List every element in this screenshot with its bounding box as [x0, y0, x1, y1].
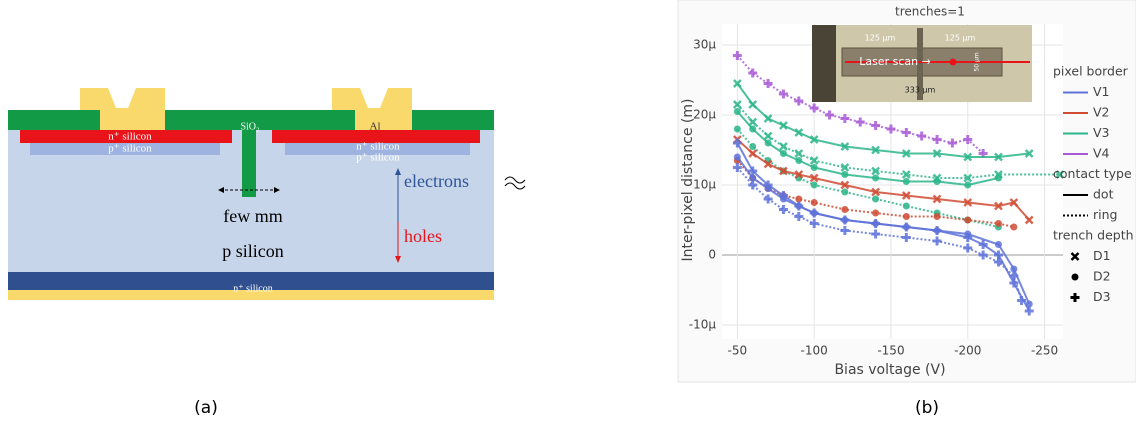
inset-label: 333 µm — [905, 86, 936, 95]
figure: SiO₂ Al n⁺ silicon p⁺ silicon n⁺ silicon… — [0, 0, 1136, 423]
point — [934, 178, 941, 185]
point — [872, 196, 879, 203]
label: n⁺ silicon — [233, 283, 272, 294]
page: SiO₂ Al n⁺ silicon p⁺ silicon n⁺ silicon… — [0, 0, 1136, 423]
legend-label: D2 — [1093, 269, 1111, 284]
y-tick-label: -10µ — [689, 318, 717, 332]
point — [841, 206, 848, 213]
point — [841, 171, 848, 178]
label: few mm — [223, 206, 282, 226]
point — [734, 108, 741, 115]
inset-spot — [950, 59, 957, 66]
y-tick-label: 20µ — [693, 108, 716, 122]
x-tick-label: -150 — [877, 344, 904, 358]
x-tick-label: -200 — [954, 344, 981, 358]
label: electrons — [404, 171, 469, 191]
legend-title: pixel border — [1053, 64, 1129, 79]
legend-label: dot — [1093, 187, 1114, 202]
point — [795, 196, 802, 203]
point — [1010, 266, 1017, 273]
inset-image: 125 µm 125 µm Laser scan → 333 µm 50 µm — [812, 25, 1032, 102]
legend-label: ring — [1093, 207, 1117, 222]
inset-label: 125 µm — [945, 34, 976, 43]
point — [811, 210, 818, 217]
point — [811, 164, 818, 171]
label: p⁺ silicon — [356, 152, 400, 164]
point — [749, 126, 756, 133]
x-tick-label: -250 — [1031, 344, 1058, 358]
point — [749, 175, 756, 182]
legend-label: V4 — [1093, 146, 1110, 161]
legend-title: trench depth — [1053, 228, 1134, 243]
x-tick-label: -100 — [801, 344, 828, 358]
label: n⁺ silicon — [108, 131, 152, 143]
point — [934, 227, 941, 234]
inset-label: 125 µm — [865, 34, 896, 43]
point — [903, 224, 910, 231]
point — [734, 154, 741, 161]
inset-pad — [812, 25, 836, 102]
point — [872, 210, 879, 217]
inset-label: 50 µm — [974, 52, 981, 71]
legend-label: V2 — [1093, 105, 1110, 120]
point — [749, 143, 756, 150]
legend-label: V1 — [1093, 84, 1110, 99]
point — [995, 241, 1002, 248]
legend-label: D3 — [1093, 289, 1111, 304]
point — [903, 203, 910, 210]
x-axis-title: Bias voltage (V) — [834, 362, 945, 378]
y-tick-label: 30µ — [693, 38, 716, 52]
point — [1010, 224, 1017, 231]
point — [734, 126, 741, 133]
legend-label: V3 — [1093, 125, 1110, 140]
break-symbol — [505, 177, 525, 189]
point — [964, 231, 971, 238]
point — [765, 140, 772, 147]
point — [811, 199, 818, 206]
legend-marker — [1072, 274, 1079, 281]
point — [1026, 301, 1033, 308]
point — [903, 178, 910, 185]
point — [841, 217, 848, 224]
point — [964, 217, 971, 224]
point — [795, 203, 802, 210]
point — [995, 220, 1002, 227]
point — [765, 185, 772, 192]
point — [872, 220, 879, 227]
legend-title: contact type — [1053, 166, 1132, 181]
y-tick-label: 10µ — [693, 178, 716, 192]
label: p⁺ silicon — [108, 143, 152, 155]
point — [795, 157, 802, 164]
chart-title: trenches=1 — [895, 5, 965, 19]
legend-label: D1 — [1093, 248, 1111, 263]
point — [841, 189, 848, 196]
point — [780, 196, 787, 203]
point — [811, 182, 818, 189]
label: Al — [370, 121, 381, 133]
x-tick-label: -50 — [728, 344, 748, 358]
point — [964, 182, 971, 189]
label: p silicon — [222, 241, 284, 261]
label: SiO₂ — [240, 121, 259, 132]
label: holes — [404, 226, 442, 246]
trench — [242, 130, 256, 197]
inset-label: Laser scan → — [859, 55, 931, 68]
point — [780, 150, 787, 157]
point — [934, 213, 941, 220]
caption: (a) — [194, 398, 218, 418]
point — [995, 175, 1002, 182]
point — [903, 213, 910, 220]
point — [872, 175, 879, 182]
caption: (b) — [915, 398, 939, 418]
diagram: SiO₂ Al n⁺ silicon p⁺ silicon n⁺ silicon… — [8, 88, 525, 300]
y-tick-label: 0 — [708, 248, 716, 262]
